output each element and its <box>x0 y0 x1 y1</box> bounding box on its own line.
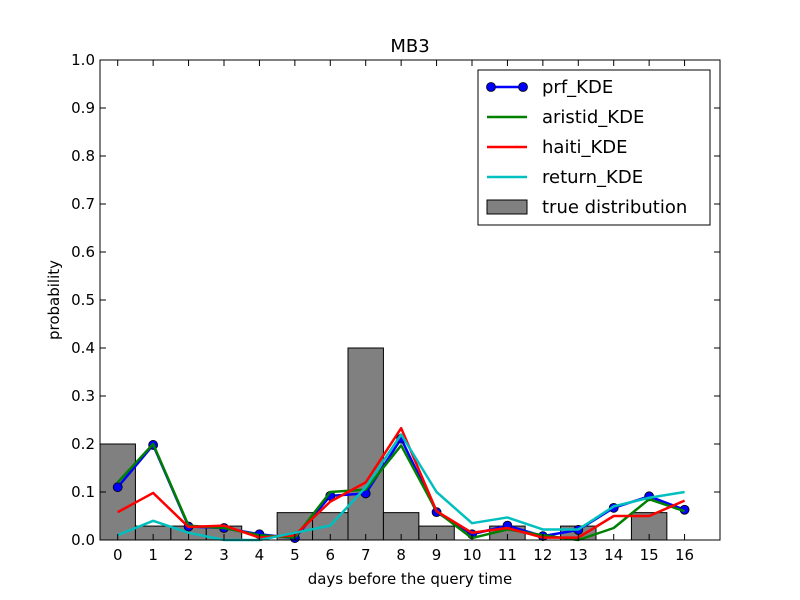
y-tick-label: 0.3 <box>71 387 95 405</box>
y-tick-label: 0.8 <box>71 147 95 165</box>
x-tick-label: 5 <box>290 546 300 564</box>
x-tick-label: 3 <box>219 546 229 564</box>
histogram-bars <box>99 347 668 541</box>
x-tick-label: 4 <box>255 546 265 564</box>
y-tick-label: 0.0 <box>71 531 95 549</box>
y-axis-label: probability <box>45 260 63 340</box>
x-tick-label: 8 <box>396 546 406 564</box>
series-line-haiti_KDE <box>117 426 686 539</box>
x-tick-label: 2 <box>184 546 194 564</box>
series-point-prf_KDE <box>112 482 123 493</box>
x-tick-label: 1 <box>148 546 158 564</box>
histogram-bar <box>347 347 384 541</box>
legend-label-return_KDE: return_KDE <box>542 167 643 188</box>
y-tick-label: 0.2 <box>71 435 95 453</box>
y-tick-label: 0.1 <box>71 483 95 501</box>
x-tick-label: 9 <box>432 546 442 564</box>
x-axis-label: days before the query time <box>308 570 513 588</box>
chart-title: MB3 <box>390 36 429 57</box>
x-tick-label: 13 <box>569 546 588 564</box>
legend-label-haiti_KDE: haiti_KDE <box>542 137 628 158</box>
x-tick-label: 15 <box>640 546 659 564</box>
y-tick-label: 0.7 <box>71 195 95 213</box>
y-tick-label: 1.0 <box>71 51 95 69</box>
axis-ticks: 0 1 2 3 4 5 6 7 8 9 10 11 12 13 14 15 160.00.10.20.30.40… <box>71 51 720 564</box>
legend-label-true distribution: true distribution <box>542 197 687 218</box>
x-tick-label: 0 <box>113 546 123 564</box>
legend-swatch-true distribution <box>486 199 528 215</box>
y-tick-label: 0.5 <box>71 291 95 309</box>
legend-label-aristid_KDE: aristid_KDE <box>542 107 644 128</box>
x-tick-label: 6 <box>326 546 336 564</box>
legend-marker-prf_KDE <box>518 82 528 92</box>
x-tick-label: 16 <box>675 546 694 564</box>
x-tick-label: 10 <box>462 546 481 564</box>
x-tick-label: 14 <box>604 546 623 564</box>
x-tick-label: 11 <box>498 546 517 564</box>
series-line-return_KDE <box>117 433 685 542</box>
legend-label-prf_KDE: prf_KDE <box>542 77 613 98</box>
legend-marker-prf_KDE <box>486 82 496 92</box>
legend: prf_KDE aristid_KDE haiti_KDE return_KDEtru… <box>477 69 711 226</box>
y-tick-label: 0.9 <box>71 99 95 117</box>
x-tick-label: 7 <box>361 546 371 564</box>
x-tick-label: 12 <box>533 546 552 564</box>
y-tick-label: 0.4 <box>71 339 95 357</box>
y-tick-label: 0.6 <box>71 243 95 261</box>
